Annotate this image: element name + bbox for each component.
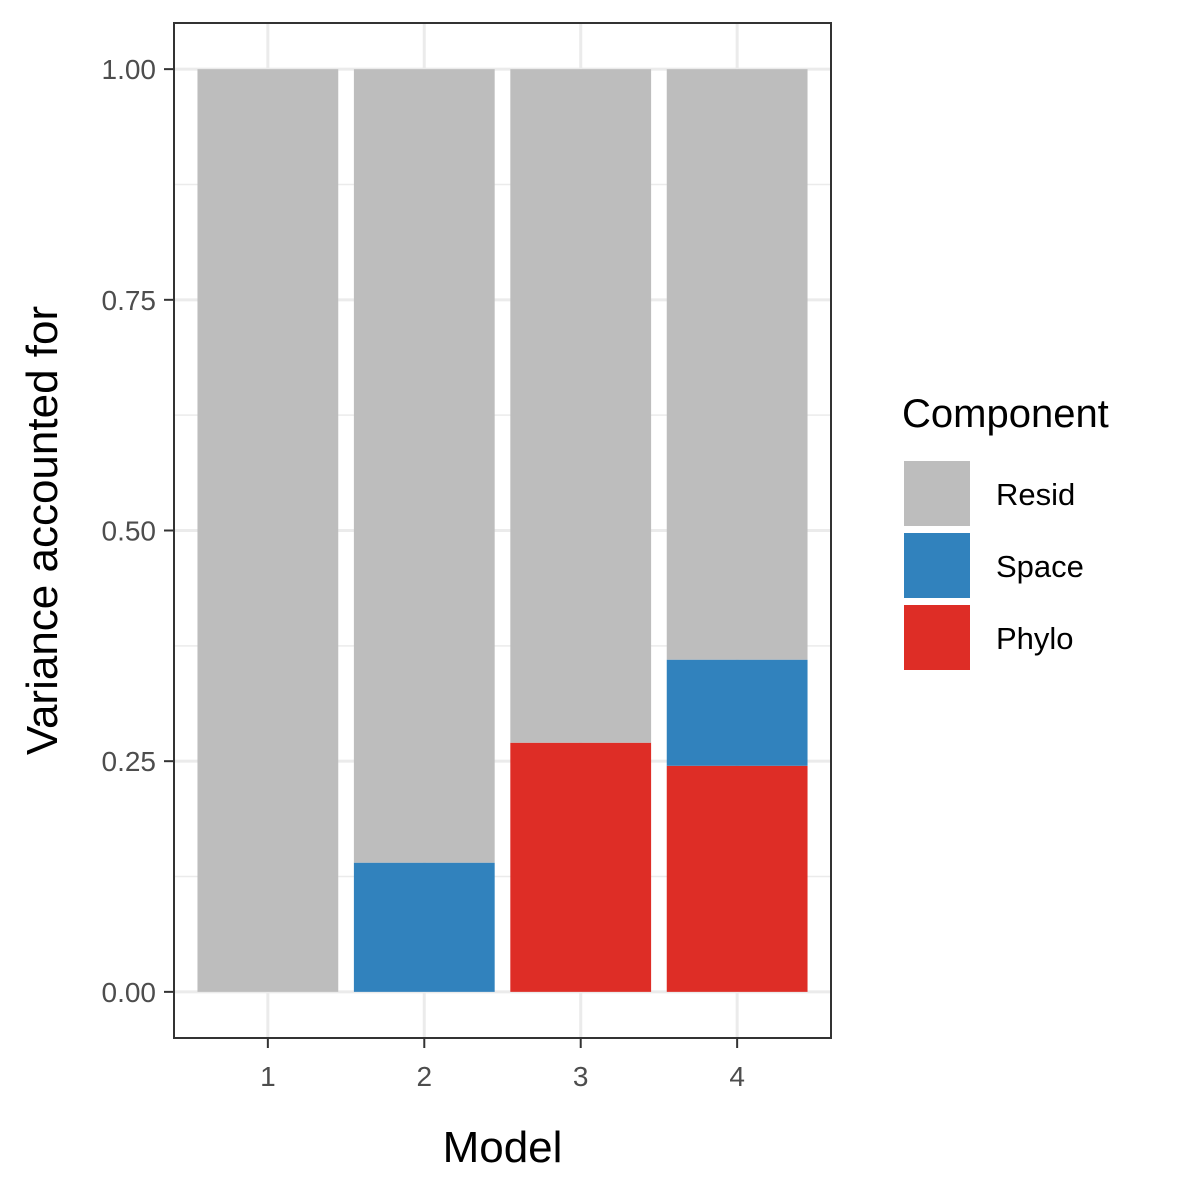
y-tick-label: 0.50 — [102, 516, 157, 547]
legend: Component Resid Space Phylo — [902, 392, 1109, 670]
bar-space-model-4 — [666, 659, 808, 766]
legend-swatch-resid — [904, 461, 970, 526]
bar-resid-model-3 — [510, 69, 652, 743]
axes: 0.00 0.25 0.50 0.75 1.00 1 2 3 4 — [102, 54, 745, 1092]
bar-space-model-2 — [353, 862, 495, 992]
bar-resid-model-2 — [353, 69, 495, 863]
x-tick-label: 4 — [729, 1061, 745, 1092]
legend-swatch-phylo — [904, 605, 970, 670]
y-tick-label: 0.75 — [102, 285, 157, 316]
bar-phylo-model-4 — [666, 765, 808, 992]
x-tick-label: 1 — [260, 1061, 276, 1092]
x-tick-label: 3 — [573, 1061, 589, 1092]
legend-swatch-space — [904, 533, 970, 598]
y-tick-label: 0.25 — [102, 746, 157, 777]
x-tick-label: 2 — [416, 1061, 432, 1092]
x-axis-title: Model — [443, 1123, 563, 1172]
legend-title: Component — [902, 392, 1109, 436]
bar-phylo-model-3 — [510, 742, 652, 992]
bars — [197, 69, 808, 992]
legend-label-phylo: Phylo — [996, 621, 1074, 656]
legend-label-space: Space — [996, 549, 1084, 584]
legend-label-resid: Resid — [996, 477, 1075, 512]
bar-resid-model-1 — [197, 69, 339, 992]
y-tick-label: 1.00 — [102, 54, 157, 85]
y-axis-title: Variance accounted for — [18, 306, 67, 755]
y-tick-label: 0.00 — [102, 977, 157, 1008]
bar-resid-model-4 — [666, 69, 808, 660]
